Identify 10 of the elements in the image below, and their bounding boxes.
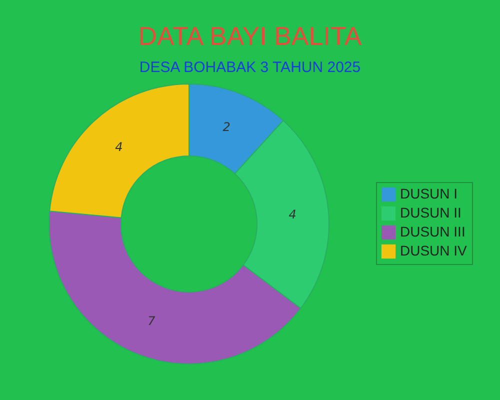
legend-label: DUSUN II bbox=[400, 204, 462, 220]
legend-label: DUSUN IV bbox=[400, 242, 468, 258]
chart-subtitle: DESA BOHABAK 3 TAHUN 2025 bbox=[139, 59, 361, 76]
data-label: 7 bbox=[148, 314, 156, 328]
legend-label: DUSUN III bbox=[400, 224, 466, 240]
legend-label: DUSUN I bbox=[400, 186, 458, 202]
data-label: 2 bbox=[222, 120, 230, 134]
data-label: 4 bbox=[115, 140, 123, 154]
data-label: 4 bbox=[288, 207, 296, 222]
chart-title: DATA BAYI BALITA bbox=[138, 21, 362, 51]
